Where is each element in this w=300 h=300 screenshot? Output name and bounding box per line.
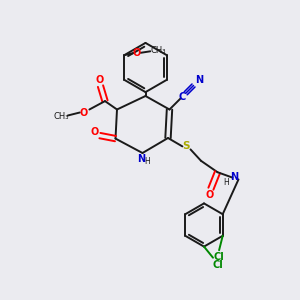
Text: S: S [182, 141, 190, 152]
Text: CH₃: CH₃ [53, 112, 69, 121]
Text: N: N [137, 154, 145, 164]
Text: O: O [133, 48, 141, 58]
Text: H: H [224, 178, 230, 188]
Text: O: O [96, 75, 104, 85]
Text: C: C [178, 92, 186, 102]
Text: O: O [205, 190, 214, 200]
Text: CH₃: CH₃ [151, 46, 166, 56]
Text: O: O [80, 107, 88, 118]
Text: Cl: Cl [214, 252, 224, 262]
Text: O: O [90, 127, 99, 137]
Text: Cl: Cl [212, 260, 223, 270]
Text: H: H [145, 158, 151, 166]
Text: N: N [230, 172, 238, 182]
Text: N: N [195, 75, 203, 85]
